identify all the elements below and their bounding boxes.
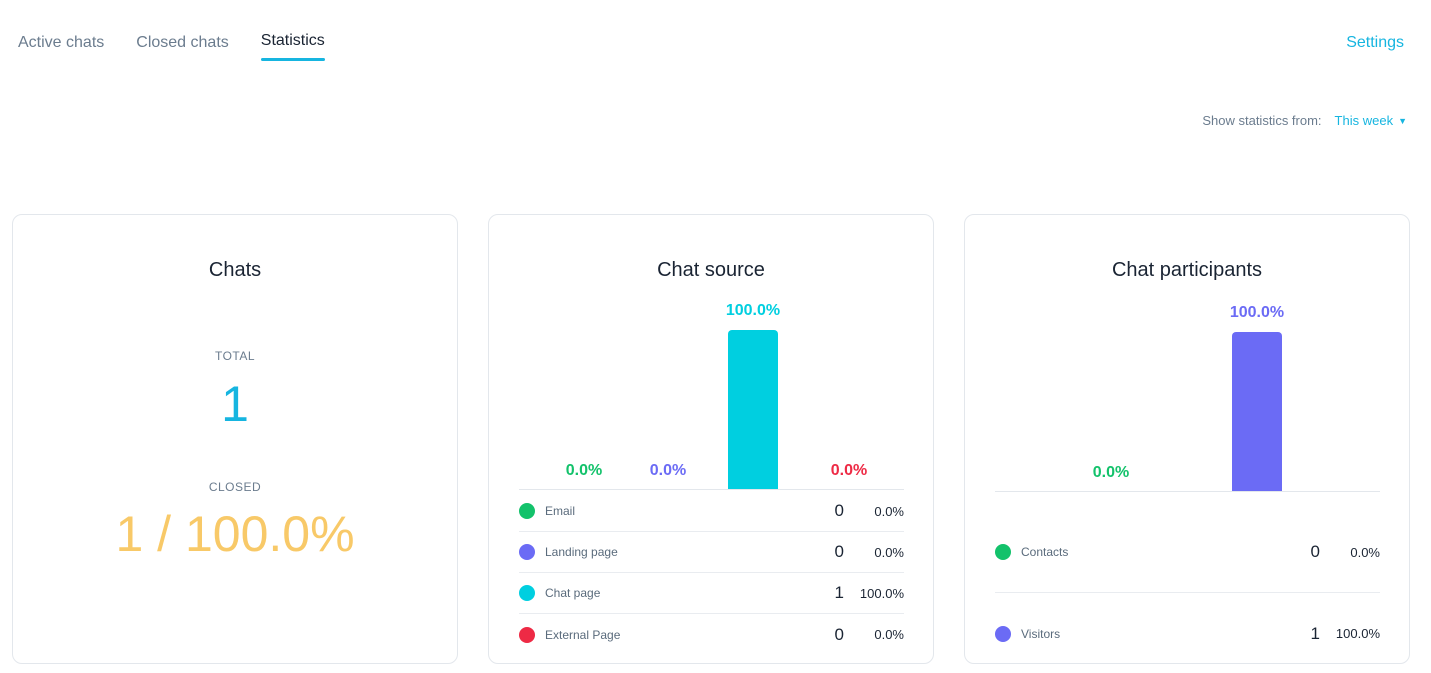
legend-name: Email bbox=[545, 504, 576, 518]
closed-label: CLOSED bbox=[208, 480, 262, 494]
chat-source-chart: 0.0% 0.0% 100.0% 0.0% bbox=[519, 302, 904, 490]
period-select[interactable]: This week ▼ bbox=[1335, 113, 1407, 128]
legend-row-contacts: Contacts 0 0.0% bbox=[995, 512, 1380, 593]
legend-name: Contacts bbox=[1021, 545, 1069, 559]
legend-count: 0 bbox=[1310, 542, 1320, 561]
chat-participants-chart: 0.0% 100.0% bbox=[995, 304, 1380, 492]
legend-name: Visitors bbox=[1021, 626, 1061, 641]
legend-row-external-page: External Page 0 0.0% bbox=[519, 614, 904, 655]
bar-pct-contacts: 0.0% bbox=[1092, 464, 1130, 481]
legend-pct: 0.0% bbox=[874, 503, 904, 519]
green-dot-icon bbox=[995, 544, 1011, 560]
legend-count: 1 bbox=[834, 583, 844, 602]
chats-card: Chats TOTAL 1 CLOSED 1 / 100.0% bbox=[12, 214, 458, 664]
chat-source-legend: Email 0 0.0% Landing page 0 0.0% Chat pa… bbox=[519, 491, 904, 655]
bar-pct-email: 0.0% bbox=[565, 462, 603, 479]
bar-chat-page bbox=[728, 330, 778, 490]
period-filter: Show statistics from: This week ▼ bbox=[1202, 113, 1407, 128]
legend-count: 0 bbox=[834, 542, 844, 561]
tab-active-chats[interactable]: Active chats bbox=[18, 34, 105, 51]
period-select-value: This week bbox=[1334, 113, 1394, 128]
chat-source-card: Chat source 0.0% 0.0% 100.0% 0.0% Email … bbox=[488, 214, 934, 664]
tab-statistics[interactable]: Statistics bbox=[260, 0, 325, 64]
chart-baseline bbox=[995, 491, 1380, 492]
legend-row-email: Email 0 0.0% bbox=[519, 491, 904, 532]
legend-row-chat-page: Chat page 1 100.0% bbox=[519, 573, 904, 614]
top-tabs: Active chats Closed chats Statistics bbox=[18, 0, 357, 64]
bar-pct-external-page: 0.0% bbox=[830, 462, 868, 479]
legend-name: External Page bbox=[545, 627, 621, 642]
legend-count: 0 bbox=[834, 501, 844, 520]
legend-pct: 0.0% bbox=[874, 544, 904, 560]
legend-name: Chat page bbox=[545, 586, 601, 600]
purple-dot-icon bbox=[519, 544, 535, 560]
period-filter-label: Show statistics from: bbox=[1202, 113, 1322, 128]
total-value: 1 bbox=[221, 376, 249, 432]
legend-pct: 0.0% bbox=[1350, 544, 1380, 560]
chat-participants-legend: Contacts 0 0.0% Visitors 1 100.0% bbox=[995, 512, 1380, 673]
closed-value: 1 / 100.0% bbox=[115, 506, 355, 562]
legend-count: 1 bbox=[1310, 623, 1320, 643]
chart-baseline bbox=[519, 489, 904, 490]
chat-participants-card: Chat participants 0.0% 100.0% Contacts 0… bbox=[964, 214, 1410, 664]
chats-card-title: Chats bbox=[208, 259, 262, 281]
bar-visitors bbox=[1232, 332, 1282, 492]
cyan-dot-icon bbox=[519, 585, 535, 601]
legend-row-landing-page: Landing page 0 0.0% bbox=[519, 532, 904, 573]
chat-source-title: Chat source bbox=[657, 259, 765, 281]
legend-row-visitors: Visitors 1 100.0% bbox=[995, 593, 1380, 673]
legend-pct: 100.0% bbox=[1335, 626, 1380, 641]
bar-pct-visitors: 100.0% bbox=[1229, 304, 1285, 321]
chat-participants-title: Chat participants bbox=[1111, 259, 1263, 281]
purple-dot-icon bbox=[995, 625, 1011, 642]
bar-pct-chat-page: 100.0% bbox=[725, 302, 781, 319]
green-dot-icon bbox=[519, 503, 535, 519]
red-dot-icon bbox=[519, 626, 535, 643]
legend-count: 0 bbox=[834, 624, 844, 644]
legend-pct: 0.0% bbox=[874, 627, 904, 642]
legend-pct: 100.0% bbox=[859, 585, 904, 601]
legend-name: Landing page bbox=[545, 545, 618, 559]
settings-link[interactable]: Settings bbox=[1346, 34, 1404, 51]
tab-closed-chats[interactable]: Closed chats bbox=[136, 34, 229, 51]
bar-pct-landing-page: 0.0% bbox=[649, 462, 687, 479]
total-label: TOTAL bbox=[214, 349, 256, 363]
caret-down-icon: ▼ bbox=[1398, 115, 1407, 126]
